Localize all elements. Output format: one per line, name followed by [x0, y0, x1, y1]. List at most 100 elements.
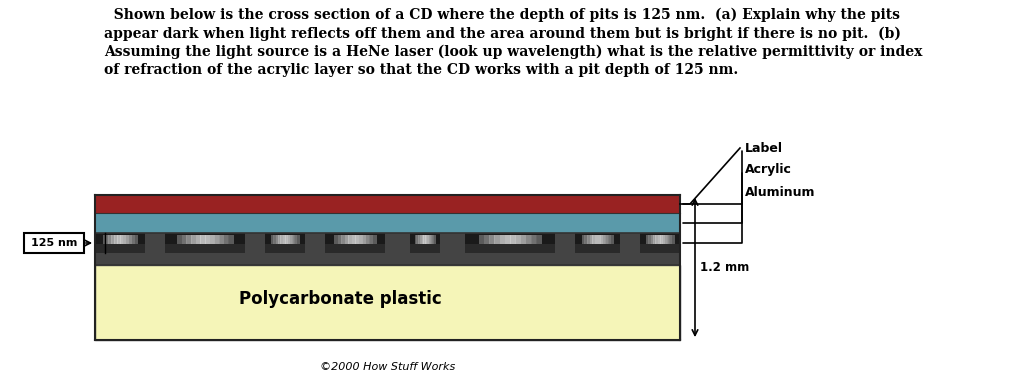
Bar	[325, 244, 385, 253]
Bar	[587, 235, 590, 244]
Bar	[126, 235, 129, 244]
Bar	[650, 235, 654, 244]
Bar	[292, 235, 294, 244]
Bar	[495, 235, 500, 244]
Bar	[278, 235, 281, 244]
Bar	[465, 244, 555, 253]
Bar	[114, 235, 118, 244]
Bar	[280, 235, 283, 244]
Bar	[429, 235, 431, 244]
Bar	[95, 195, 680, 213]
Bar	[134, 235, 139, 244]
Bar	[663, 235, 665, 244]
Bar	[117, 235, 120, 244]
Bar	[182, 235, 187, 244]
Bar	[95, 233, 680, 265]
Bar	[229, 235, 234, 244]
Bar	[425, 235, 427, 244]
Bar	[165, 233, 245, 253]
Bar	[418, 235, 421, 244]
Bar	[191, 235, 196, 244]
Bar	[95, 213, 680, 233]
Bar	[415, 235, 417, 244]
Bar	[265, 233, 305, 253]
Bar	[177, 235, 183, 244]
Bar	[219, 235, 224, 244]
Bar	[131, 235, 135, 244]
Bar	[422, 235, 424, 244]
Bar	[224, 235, 229, 244]
Bar	[489, 235, 495, 244]
Bar	[531, 235, 537, 244]
Bar	[465, 233, 555, 253]
Bar	[478, 235, 484, 244]
Bar	[434, 235, 436, 244]
Bar	[608, 235, 611, 244]
Bar	[665, 235, 668, 244]
Bar	[289, 235, 292, 244]
Bar	[646, 235, 648, 244]
Text: 125 nm: 125 nm	[31, 238, 77, 248]
Bar	[338, 235, 342, 244]
Bar	[123, 235, 126, 244]
Bar	[582, 235, 585, 244]
Bar	[341, 235, 345, 244]
Bar	[667, 235, 670, 244]
Bar	[500, 235, 505, 244]
Bar	[424, 235, 426, 244]
Text: 1.2 mm: 1.2 mm	[700, 261, 749, 274]
Bar	[672, 235, 674, 244]
Bar	[297, 235, 300, 244]
Bar	[369, 235, 373, 244]
Bar	[106, 235, 109, 244]
Bar	[590, 235, 593, 244]
Bar	[273, 235, 276, 244]
Bar	[196, 235, 201, 244]
Bar	[334, 235, 338, 244]
Bar	[95, 233, 145, 253]
Bar	[640, 233, 680, 253]
Bar	[595, 235, 598, 244]
Bar	[348, 235, 352, 244]
Bar	[640, 244, 680, 253]
Bar	[214, 235, 220, 244]
Bar	[432, 235, 434, 244]
Bar	[660, 235, 663, 244]
Bar	[365, 235, 369, 244]
Bar	[648, 235, 652, 244]
Bar	[515, 235, 521, 244]
Bar	[605, 235, 608, 244]
Text: Aluminum: Aluminum	[745, 185, 816, 199]
Bar	[103, 235, 106, 244]
Bar	[592, 235, 595, 244]
Bar	[325, 233, 385, 253]
Bar	[520, 235, 526, 244]
Bar	[265, 244, 305, 253]
Bar	[602, 235, 606, 244]
FancyBboxPatch shape	[24, 233, 84, 253]
Bar	[352, 235, 355, 244]
Bar	[345, 235, 349, 244]
Bar	[417, 235, 419, 244]
Bar	[669, 235, 672, 244]
Bar	[95, 265, 680, 340]
Bar	[658, 235, 661, 244]
Bar	[109, 235, 112, 244]
Bar	[209, 235, 214, 244]
Bar	[111, 235, 115, 244]
Text: Acrylic: Acrylic	[745, 164, 792, 177]
Bar	[271, 235, 274, 244]
Bar	[205, 235, 210, 244]
Bar	[187, 235, 192, 244]
Bar	[165, 244, 245, 253]
Bar	[537, 235, 542, 244]
Bar	[656, 235, 658, 244]
Bar	[285, 235, 288, 244]
Bar	[358, 235, 362, 244]
Text: Shown below is the cross section of a CD where the depth of pits is 125 nm.  (a): Shown below is the cross section of a CD…	[104, 8, 922, 77]
Bar	[294, 235, 298, 244]
Bar	[610, 235, 614, 244]
Bar	[483, 235, 489, 244]
Text: Polycarbonate plastic: Polycarbonate plastic	[239, 290, 442, 308]
Bar	[287, 235, 290, 244]
